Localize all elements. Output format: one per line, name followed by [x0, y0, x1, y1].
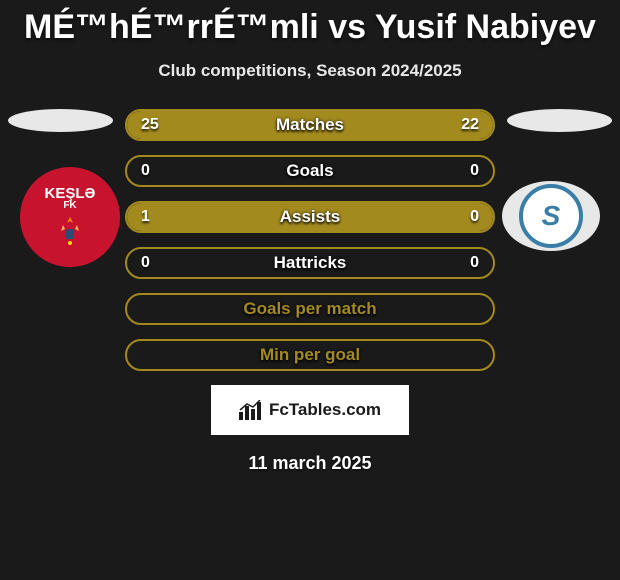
stat-row: 25Matches22 [125, 109, 495, 141]
stats-column: 25Matches220Goals01Assists00Hattricks0Go… [125, 109, 495, 371]
main-area: KEŞLƏ FK S 25Matches220Goals01Assists00H… [0, 109, 620, 371]
stat-value-right: 22 [461, 116, 479, 134]
comparison-title: MÉ™hÉ™rrÉ™mli vs Yusif Nabiyev [0, 0, 620, 47]
comparison-date: 11 march 2025 [0, 453, 620, 474]
stat-row: 0Hattricks0 [125, 247, 495, 279]
stat-value-right: 0 [470, 208, 479, 226]
stat-row: 0Goals0 [125, 155, 495, 187]
club-badge-left: KEŞLƏ FK [20, 167, 120, 267]
comparison-subtitle: Club competitions, Season 2024/2025 [0, 61, 620, 81]
club-badge-right: S [502, 181, 600, 251]
club-right-inner: S [519, 184, 583, 248]
stat-label: Matches [127, 115, 493, 135]
stat-label: Min per goal [127, 345, 493, 365]
club-left-label: KEŞLƏ FK [45, 185, 96, 249]
stat-label: Assists [127, 207, 493, 227]
footer-logo-text: FcTables.com [269, 400, 381, 420]
flame-icon [53, 215, 87, 245]
player-badge-right [507, 109, 612, 132]
stat-row: Min per goal [125, 339, 495, 371]
player-badge-left [8, 109, 113, 132]
stat-value-right: 0 [470, 254, 479, 272]
stat-row: Goals per match [125, 293, 495, 325]
stat-row: 1Assists0 [125, 201, 495, 233]
stat-label: Goals [127, 161, 493, 181]
chart-bars-icon [239, 400, 263, 420]
stat-value-right: 0 [470, 162, 479, 180]
footer-logo: FcTables.com [211, 385, 409, 435]
stat-label: Hattricks [127, 253, 493, 273]
stat-label: Goals per match [127, 299, 493, 319]
club-right-initial: S [542, 200, 561, 232]
